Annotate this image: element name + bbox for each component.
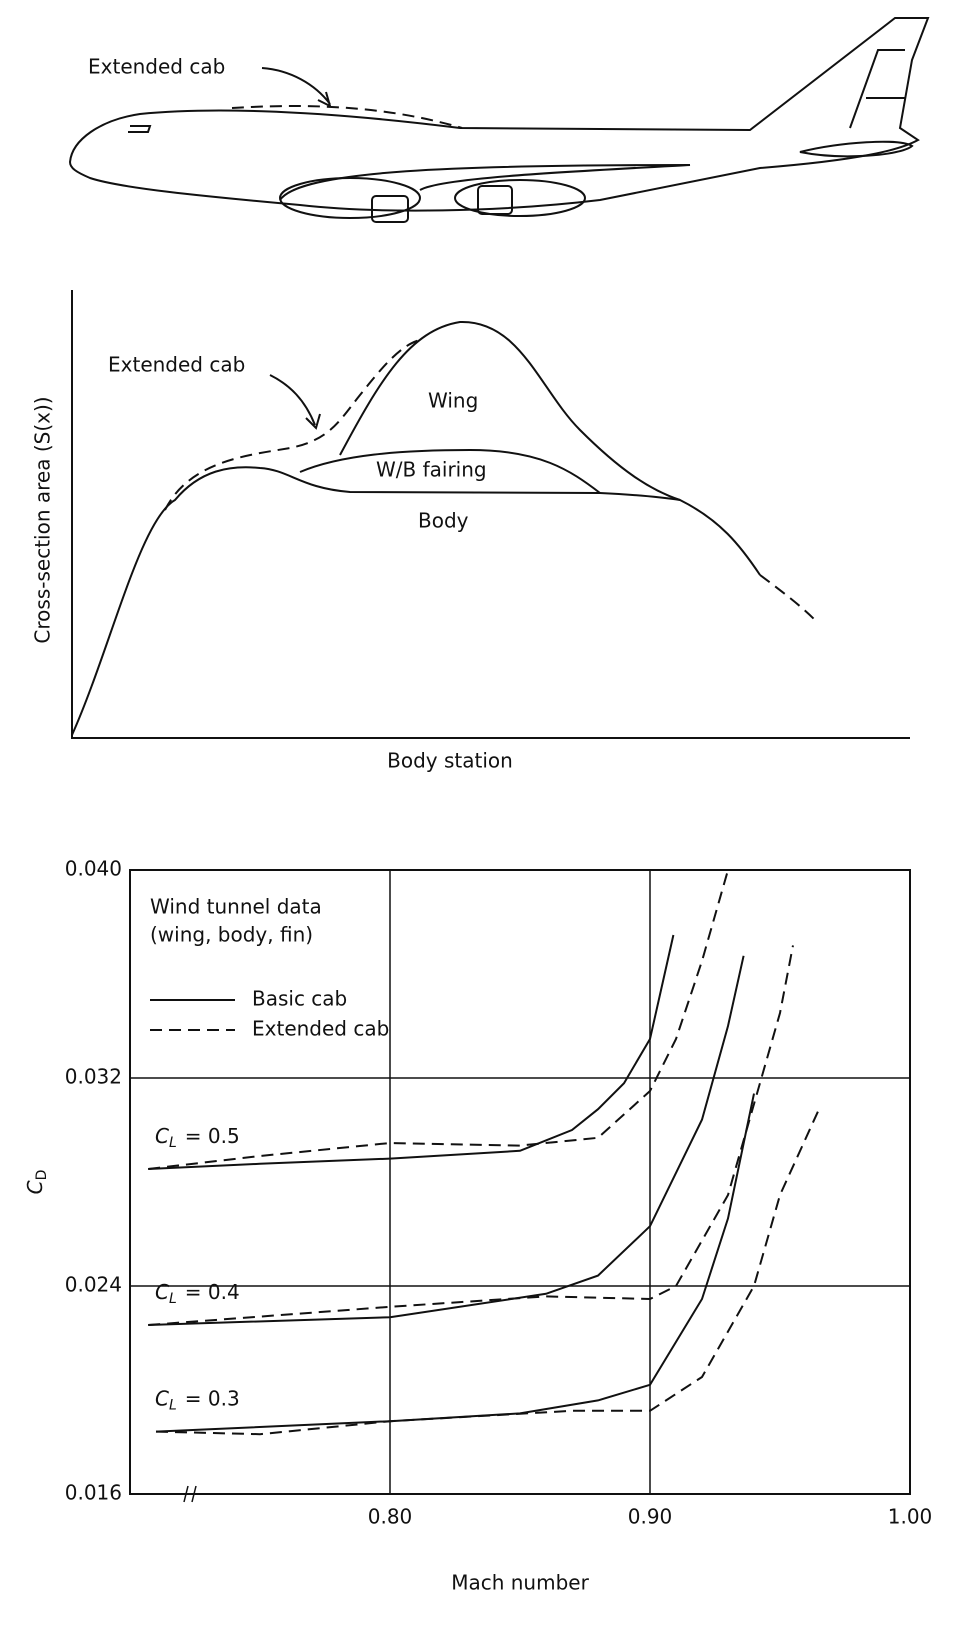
area-y-label: Cross-section area (S(x)): [31, 396, 55, 643]
y-tick-label: 0.016: [65, 1481, 122, 1505]
cd-line: [148, 955, 745, 1326]
cl-symbol: C: [155, 1386, 169, 1410]
cl-symbol: C: [155, 1124, 169, 1148]
x-tick-label: 1.00: [888, 1505, 933, 1529]
cl-label: CL = 0.3: [155, 1386, 240, 1414]
note: (wing, body, fin): [150, 923, 313, 947]
area-label: Body: [418, 509, 469, 533]
x-tick-label: 0.80: [368, 1505, 413, 1529]
area-label: Wing: [428, 389, 478, 413]
cl-value: = 0.4: [185, 1280, 240, 1304]
cab-label: Extended cab: [88, 55, 225, 79]
chart: 0.016 0.024 0.032 0.040 0.80 0.90 1.00 Mach num…: [23, 857, 933, 1595]
airplane: Extended cab: [68, 17, 930, 223]
cd-line: [148, 869, 729, 1170]
axis-break: [183, 1485, 197, 1503]
area-label: Extended cab: [108, 353, 245, 377]
y-label-symbol: C: [23, 1180, 47, 1194]
legend-label: Basic cab: [252, 987, 347, 1011]
cl-value: = 0.3: [185, 1386, 240, 1410]
y-tick-label: 0.032: [65, 1065, 122, 1089]
y-axis-label: CD: [23, 1170, 51, 1195]
area-label: W/B fairing: [376, 458, 487, 482]
y-tick-label: 0.024: [65, 1273, 122, 1297]
cl-label: CL = 0.5: [155, 1124, 240, 1152]
cd-line: [148, 945, 794, 1326]
cl-sub: L: [169, 1398, 177, 1414]
x-tick-label: 0.90: [628, 1505, 673, 1529]
cl-value: = 0.5: [185, 1124, 240, 1148]
cl-sub: L: [169, 1135, 177, 1151]
y-label-sub: D: [34, 1170, 50, 1181]
note: Wind tunnel data: [150, 895, 322, 919]
area-x-label: Body station: [387, 749, 513, 773]
y-tick-label: 0.040: [65, 857, 122, 881]
cd-line: [155, 1108, 820, 1436]
cl-symbol: C: [155, 1280, 169, 1304]
cd-line: [148, 934, 675, 1170]
cl-sub: L: [169, 1291, 177, 1307]
area-diagram: Extended cab Wing W/B fairing Body Cross…: [31, 290, 910, 773]
cl-label: CL = 0.4: [155, 1280, 240, 1308]
x-axis-label: Mach number: [451, 1571, 589, 1595]
legend-label: Extended cab: [252, 1017, 389, 1041]
plot-frame: [129, 869, 911, 1495]
